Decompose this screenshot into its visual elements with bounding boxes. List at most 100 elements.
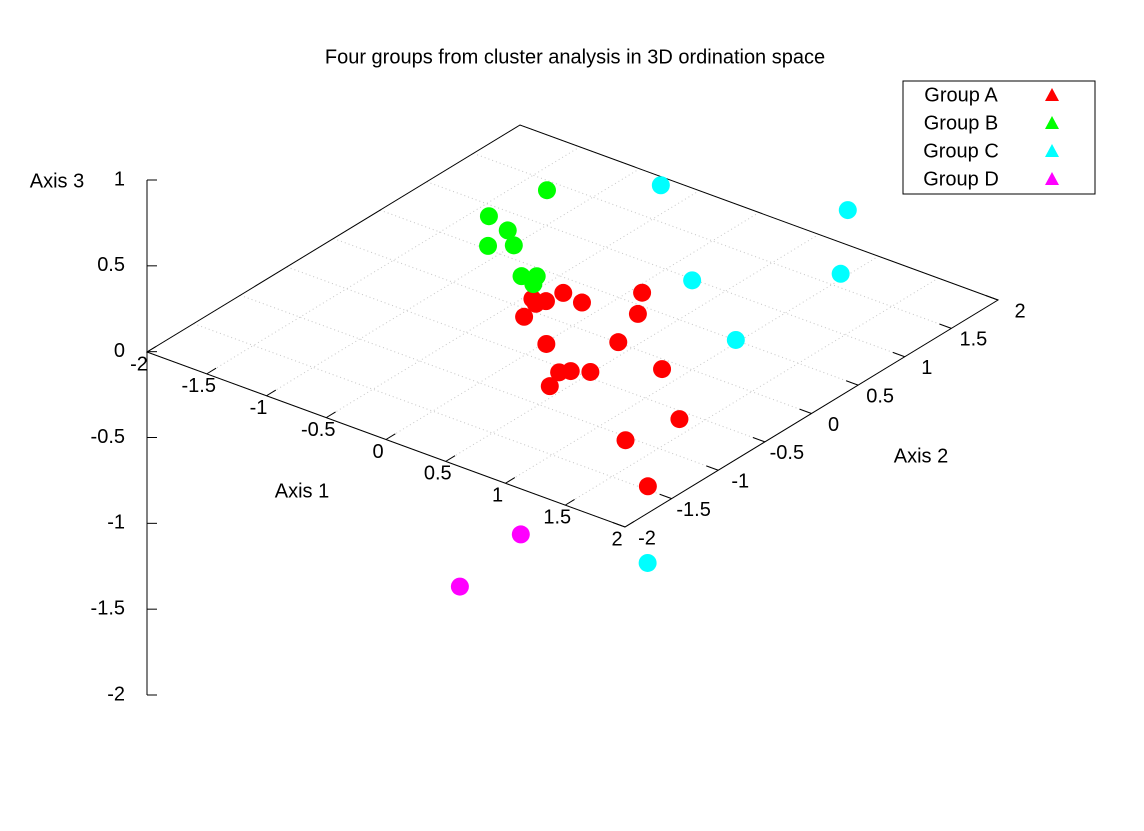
y-tick-label: -1.5 (676, 499, 710, 521)
x-tick-label: -0.5 (301, 419, 335, 441)
grid-line (379, 209, 859, 386)
x-tick (445, 455, 456, 462)
y-tick-label: 1 (921, 357, 932, 379)
data-point (726, 330, 745, 349)
x-tick-label: -1.5 (182, 375, 216, 397)
data-point (537, 181, 556, 200)
x-tick-label: 0.5 (424, 463, 452, 485)
grid-line (240, 294, 719, 471)
y-tick (659, 493, 672, 500)
data-point (670, 410, 689, 429)
chart-title: Four groups from cluster analysis in 3D … (325, 46, 825, 68)
data-point (537, 334, 556, 353)
data-point (653, 360, 672, 379)
y-tick-label: 0 (828, 414, 839, 436)
data-point (479, 236, 498, 255)
z-tick-label: -1 (107, 512, 125, 534)
x-tick-label: 1.5 (543, 506, 571, 528)
y-tick (799, 408, 812, 414)
y-tick-label: 2 (1014, 300, 1025, 322)
y-tick (612, 522, 626, 528)
data-point (638, 477, 657, 496)
data-point (511, 525, 530, 544)
legend-label: Group D (923, 168, 999, 190)
data-point (616, 431, 635, 450)
data-point (683, 271, 702, 290)
x-tick (624, 520, 635, 528)
data-point (524, 275, 543, 294)
grid-line (266, 168, 640, 397)
z-tick-label: 1 (114, 168, 125, 190)
floor-border (145, 124, 1000, 528)
y-tick-label: -2 (638, 527, 656, 549)
legend-marker (1045, 88, 1059, 101)
data-point (479, 207, 498, 226)
x-tick (505, 477, 516, 484)
x-tick-label: 1 (492, 485, 503, 507)
x-tick (206, 367, 217, 375)
data-point (572, 293, 591, 312)
legend-box (902, 80, 1096, 195)
legend-marker (1045, 144, 1059, 157)
data-point (540, 377, 559, 396)
data-point (504, 236, 523, 255)
x-tick-label: 0 (372, 441, 383, 463)
y-tick (846, 380, 859, 386)
data-point (638, 553, 657, 572)
x-tick (146, 345, 157, 353)
grid-line (505, 255, 879, 484)
data-point (838, 201, 857, 220)
y-tick-label: -0.5 (770, 442, 804, 464)
y-tick-label: 1.5 (959, 329, 987, 351)
data-point (498, 221, 517, 240)
grid-line (426, 181, 905, 358)
data-point (609, 333, 628, 352)
x-tick (325, 411, 336, 419)
x-tick (385, 433, 396, 440)
y-tick (706, 465, 719, 471)
grid-line (206, 146, 581, 375)
x-tick (266, 389, 277, 397)
grid-line (333, 238, 812, 414)
z-tick-label: -0.5 (91, 426, 125, 448)
legend-label: Group B (924, 112, 998, 134)
y-tick-label: 0.5 (866, 385, 894, 407)
data-point (450, 577, 469, 596)
x-tick (564, 499, 575, 506)
grid-line (473, 152, 952, 329)
z-tick-label: -1.5 (91, 597, 125, 619)
legend-label: Group C (923, 140, 999, 162)
x-tick-label: 2 (611, 528, 622, 550)
data-point (651, 176, 670, 195)
grid-line (445, 233, 820, 462)
z-tick-label: 0 (114, 340, 125, 362)
data-point (515, 307, 534, 326)
grid-line (385, 212, 760, 440)
y-tick-label: -1 (731, 471, 749, 493)
grid-line (325, 190, 700, 419)
grid-line (193, 323, 672, 500)
legend-marker (1045, 172, 1059, 185)
x-tick-label: -1 (250, 397, 268, 419)
z-axis-label: Axis 3 (30, 170, 84, 192)
grid-line (564, 277, 939, 506)
z-tick-label: -2 (107, 683, 125, 705)
data-point (561, 362, 580, 381)
z-tick-label: 0.5 (97, 254, 125, 276)
data-point (628, 304, 647, 323)
y-tick (752, 437, 766, 443)
y-tick (939, 323, 952, 329)
data-point (581, 362, 600, 381)
y-axis-label: Axis 2 (894, 445, 948, 467)
y-tick (892, 351, 905, 358)
data-point (554, 283, 573, 302)
legend-label: Group A (924, 84, 998, 106)
x-tick-label: -2 (130, 353, 148, 375)
data-point (633, 283, 652, 302)
data-point (831, 264, 850, 283)
legend-marker (1045, 116, 1059, 129)
x-axis-label: Axis 1 (275, 480, 329, 502)
data-point (526, 294, 545, 313)
